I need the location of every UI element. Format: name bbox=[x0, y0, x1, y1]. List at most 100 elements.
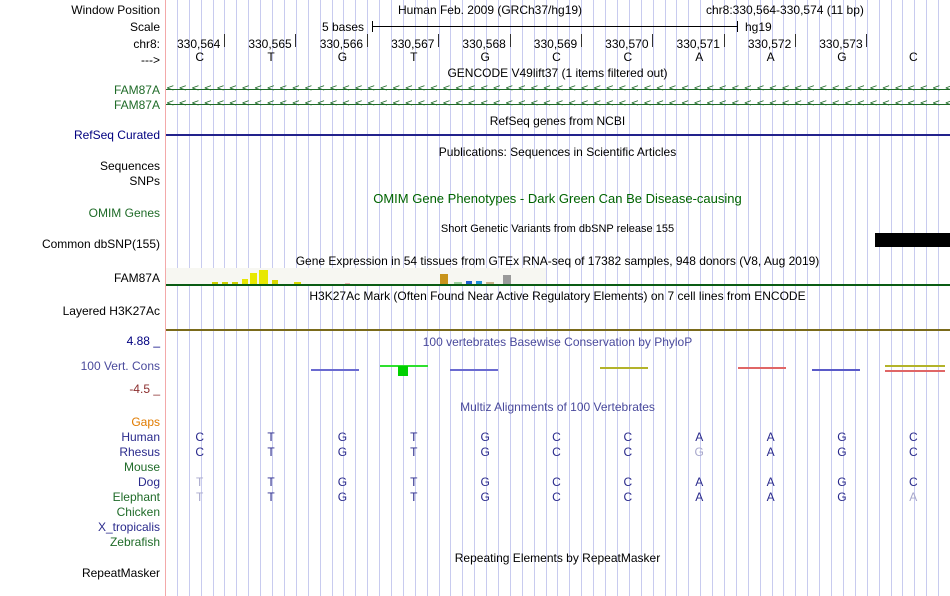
species-label-zebrafish[interactable]: Zebrafish bbox=[109, 535, 160, 549]
gridline bbox=[379, 0, 380, 596]
alignment-base: A bbox=[766, 430, 775, 444]
ruler-tick bbox=[295, 34, 297, 47]
scale-label: 5 bases bbox=[322, 20, 365, 34]
alignment-base: C bbox=[623, 475, 633, 489]
reference-base: T bbox=[410, 50, 418, 64]
gridline bbox=[534, 0, 535, 596]
species-label-chicken[interactable]: Chicken bbox=[116, 505, 160, 519]
alignment-base: G bbox=[837, 445, 847, 459]
gtex-bar[interactable] bbox=[250, 273, 257, 284]
gtex-bar[interactable] bbox=[212, 282, 218, 284]
reference-base: G bbox=[480, 50, 490, 64]
gtex-bar[interactable] bbox=[476, 281, 482, 284]
ruler-coord-label: 330,564 bbox=[176, 37, 221, 51]
ruler-tick bbox=[224, 34, 226, 47]
conservation-feature bbox=[885, 370, 945, 372]
gridline bbox=[308, 0, 309, 596]
gene-strand-arrows-2: < < < < < < < < < < < < < < < < < < < < … bbox=[166, 98, 950, 109]
alignment-base: T bbox=[196, 475, 204, 489]
alignment-base: C bbox=[195, 445, 204, 459]
gtex-bar[interactable] bbox=[222, 282, 228, 284]
gridline bbox=[189, 0, 190, 596]
label-gaps[interactable]: Gaps bbox=[131, 415, 160, 429]
label-common-dbsnp[interactable]: Common dbSNP(155) bbox=[41, 237, 160, 251]
gridline bbox=[486, 0, 487, 596]
track-title-gtex: Gene Expression in 54 tissues from GTEx … bbox=[295, 254, 820, 268]
gtex-bar[interactable] bbox=[466, 281, 472, 284]
species-label-human[interactable]: Human bbox=[121, 430, 160, 444]
label-refseq-curated[interactable]: RefSeq Curated bbox=[73, 128, 160, 142]
gtex-bar[interactable] bbox=[486, 282, 494, 284]
gtex-bar[interactable] bbox=[454, 282, 462, 284]
gridline bbox=[795, 0, 796, 596]
alignment-base: A bbox=[766, 445, 775, 459]
species-label-mouse[interactable]: Mouse bbox=[123, 460, 160, 474]
gtex-bar[interactable] bbox=[232, 282, 238, 284]
gridline bbox=[201, 0, 202, 596]
alignment-base: G bbox=[337, 475, 348, 489]
gtex-bar[interactable] bbox=[345, 283, 350, 284]
species-label-rhesus[interactable]: Rhesus bbox=[119, 445, 160, 459]
species-label-x_tropicalis[interactable]: X_tropicalis bbox=[97, 520, 160, 534]
label-repeatmasker[interactable]: RepeatMasker bbox=[81, 566, 160, 580]
gridline bbox=[439, 0, 440, 596]
ruler-coord-label: 330,566 bbox=[319, 37, 364, 51]
gene-label-fam87a-2[interactable]: FAM87A bbox=[113, 98, 160, 112]
gtex-bar[interactable] bbox=[259, 270, 268, 284]
ruler-tick bbox=[509, 34, 511, 47]
gtex-bar[interactable] bbox=[503, 275, 511, 284]
reference-base: C bbox=[195, 50, 204, 64]
conservation-feature bbox=[738, 367, 786, 369]
gene-label-fam87a-1[interactable]: FAM87A bbox=[113, 83, 160, 97]
alignment-base: G bbox=[837, 490, 847, 504]
alignment-base: A bbox=[766, 475, 775, 489]
gridline bbox=[843, 0, 844, 596]
gridline bbox=[902, 0, 903, 596]
alignment-base: G bbox=[480, 430, 490, 444]
label-sequences[interactable]: Sequences bbox=[99, 159, 160, 173]
gridline bbox=[498, 0, 499, 596]
alignment-base: C bbox=[623, 490, 633, 504]
alignment-base: C bbox=[552, 490, 561, 504]
gridline bbox=[736, 0, 737, 596]
alignment-base: G bbox=[337, 490, 348, 504]
species-label-dog[interactable]: Dog bbox=[137, 475, 160, 489]
alignment-base: C bbox=[623, 430, 633, 444]
label-snps[interactable]: SNPs bbox=[129, 174, 160, 188]
ruler-tick bbox=[652, 34, 654, 47]
label-window-position: Window Position bbox=[71, 3, 160, 17]
gridline bbox=[272, 0, 273, 596]
gtex-bar[interactable] bbox=[440, 274, 448, 284]
label-omim-genes[interactable]: OMIM Genes bbox=[88, 206, 160, 220]
ruler-coord-label: 330,571 bbox=[676, 37, 720, 51]
label-chrom: chr8: bbox=[133, 37, 160, 51]
gridline bbox=[427, 0, 428, 596]
gridline bbox=[474, 0, 475, 596]
gridline bbox=[926, 0, 927, 596]
dbsnp-feature-block[interactable] bbox=[875, 233, 950, 247]
gridline bbox=[403, 0, 404, 596]
gtex-bar[interactable] bbox=[294, 282, 301, 284]
label-layered-h3k27ac[interactable]: Layered H3K27Ac bbox=[62, 304, 160, 318]
ruler-coord-label: 330,573 bbox=[819, 37, 863, 51]
alignment-base: G bbox=[837, 475, 847, 489]
alignment-base: C bbox=[552, 430, 561, 444]
gtex-bar[interactable] bbox=[242, 279, 248, 284]
reference-base: C bbox=[908, 50, 918, 64]
alignment-base: A bbox=[695, 475, 704, 489]
alignment-base: G bbox=[337, 430, 348, 444]
alignment-base: C bbox=[552, 475, 561, 489]
gtex-bar[interactable] bbox=[272, 280, 278, 284]
alignment-base: G bbox=[480, 475, 490, 489]
alignment-base: C bbox=[195, 430, 204, 444]
gridline bbox=[641, 0, 642, 596]
gridline bbox=[355, 0, 356, 596]
assembly-db-label: hg19 bbox=[745, 20, 772, 34]
label-gtex-gene[interactable]: FAM87A bbox=[113, 271, 160, 285]
gridline bbox=[320, 0, 321, 596]
gridline bbox=[284, 0, 285, 596]
track-title-refseq: RefSeq genes from NCBI bbox=[489, 114, 626, 128]
label-100-vert-cons[interactable]: 100 Vert. Cons bbox=[80, 359, 160, 373]
label-scale: Scale bbox=[129, 20, 160, 34]
species-label-elephant[interactable]: Elephant bbox=[112, 490, 160, 504]
